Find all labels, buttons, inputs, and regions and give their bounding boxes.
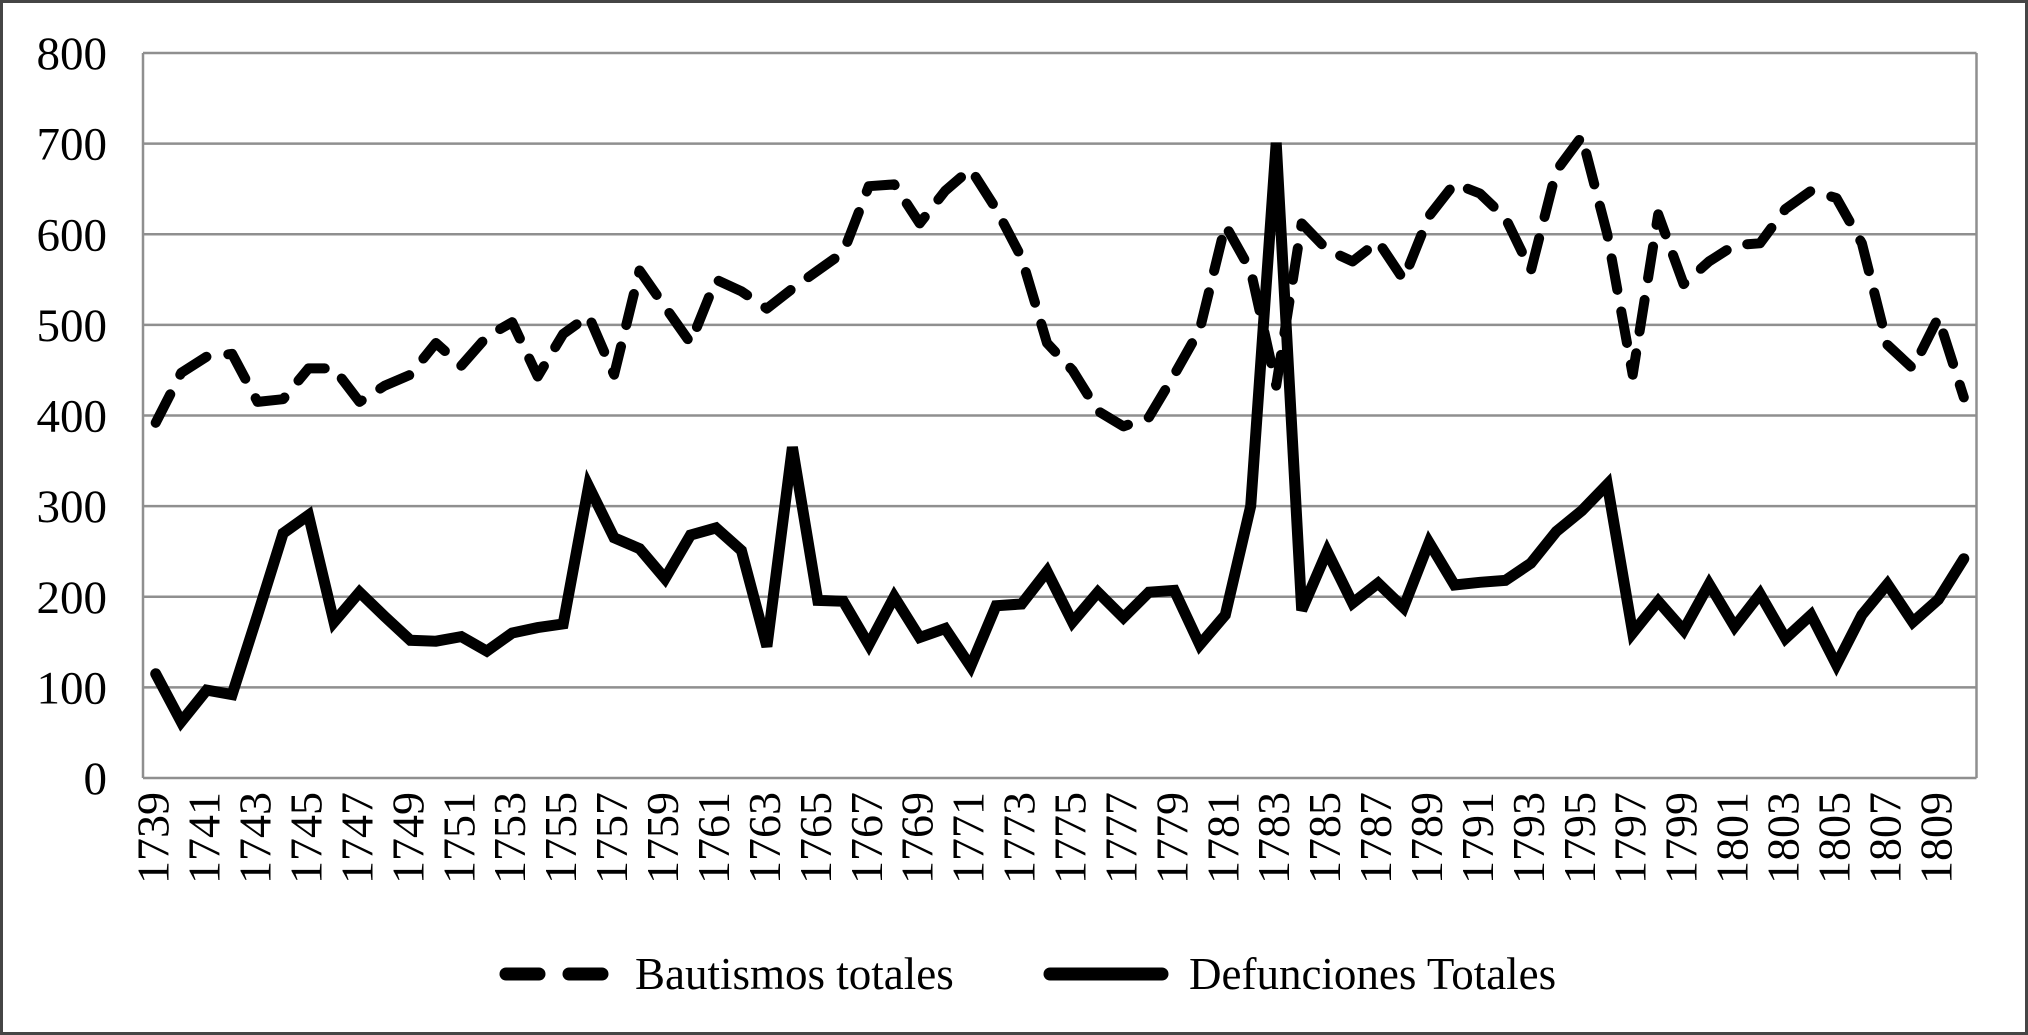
y-axis-label: 200 (37, 572, 108, 624)
x-axis-label: 1767 (841, 792, 892, 884)
x-axis-label: 1805 (1808, 792, 1859, 884)
x-axis-label: 1765 (790, 792, 841, 884)
x-axis-label: 1785 (1299, 792, 1350, 884)
x-axis-label: 1743 (230, 792, 281, 884)
y-axis-label: 300 (37, 481, 108, 533)
x-axis-label: 1747 (331, 792, 382, 884)
x-axis-label: 1793 (1503, 792, 1554, 884)
x-axis-label: 1809 (1910, 792, 1961, 884)
x-axis-label: 1775 (1044, 792, 1095, 884)
x-axis-label: 1751 (433, 792, 484, 884)
x-axis-label: 1741 (179, 792, 230, 884)
x-axis-label: 1739 (128, 792, 179, 884)
x-axis-label: 1777 (1095, 792, 1146, 884)
x-axis-label: 1773 (994, 792, 1045, 884)
x-axis-label: 1801 (1707, 792, 1758, 884)
y-axis-label: 0 (84, 753, 108, 805)
x-axis-label: 1783 (1248, 792, 1299, 884)
y-axis-label: 800 (37, 28, 108, 80)
x-axis-label: 1787 (1350, 792, 1401, 884)
x-axis-label: 1779 (1146, 792, 1197, 884)
x-axis-label: 1803 (1758, 792, 1809, 884)
series-line-bautismos (150, 131, 1969, 432)
x-axis-label: 1763 (739, 792, 790, 884)
y-axis-label: 100 (37, 662, 108, 714)
x-axis-label: 1799 (1656, 792, 1707, 884)
x-axis-label: 1757 (586, 792, 637, 884)
x-axis-label: 1781 (1197, 792, 1248, 884)
x-axis-label: 1755 (535, 792, 586, 884)
x-axis-label: 1759 (637, 792, 688, 884)
x-axis-label: 1771 (943, 792, 994, 884)
y-axis-label: 500 (37, 300, 108, 352)
x-axis-label: 1789 (1401, 792, 1452, 884)
x-axis-label: 1795 (1554, 792, 1605, 884)
y-axis-label: 400 (37, 391, 108, 443)
x-axis-label: 1749 (382, 792, 433, 884)
x-axis-label: 1807 (1859, 792, 1910, 884)
series-line-defunciones (150, 142, 1970, 732)
x-axis-label: 1791 (1452, 792, 1503, 884)
x-axis-label: 1797 (1605, 792, 1656, 884)
y-axis-label: 600 (37, 209, 108, 261)
x-axis-label: 1753 (484, 792, 535, 884)
x-axis-label: 1745 (281, 792, 332, 884)
y-axis-label: 700 (37, 119, 108, 171)
x-axis-label: 1761 (688, 792, 739, 884)
x-axis-label: 1769 (892, 792, 943, 884)
